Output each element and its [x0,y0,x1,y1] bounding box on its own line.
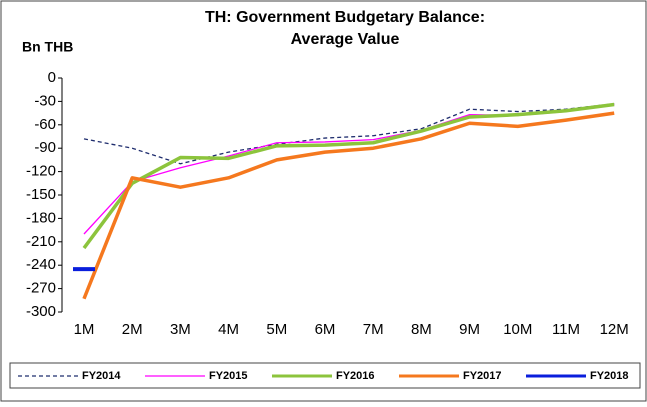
y-tick-label: -90 [34,139,56,156]
chart-subtitle: Average Value [291,31,400,48]
x-tick-label: 2M [122,321,143,338]
y-tick-label: -150 [26,186,56,203]
legend-label: FY2017 [463,370,502,382]
x-tick-label: 7M [363,321,384,338]
y-tick-label: -210 [26,233,56,250]
legend-label: FY2014 [82,370,121,382]
y-tick-label: -60 [34,116,56,133]
x-tick-label: 8M [411,321,432,338]
x-tick-label: 10M [503,321,532,338]
y-tick-label: 0 [48,69,56,86]
x-tick-label: 6M [315,321,336,338]
x-tick-label: 3M [170,321,191,338]
y-tick-label: -270 [26,280,56,297]
legend-frame [9,362,641,389]
x-tick-label: 5M [266,321,287,338]
y-axis-label: Bn THB [22,39,73,55]
x-tick-label: 12M [600,321,629,338]
y-tick-label: -120 [26,163,56,180]
y-tick-label: -180 [26,209,56,226]
legend-label: FY2016 [336,370,375,382]
x-tick-label: 11M [552,321,580,338]
x-tick-label: 4M [218,321,239,338]
y-tick-label: -240 [26,256,56,273]
x-tick-label: 9M [459,321,480,338]
line-series [82,102,615,250]
y-tick-label: -30 [34,92,56,109]
x-tick-label: 1M [74,321,95,338]
legend-label: FY2018 [590,370,629,382]
legend-label: FY2015 [209,370,248,382]
y-tick-label: -300 [26,303,56,320]
line-series [82,111,615,300]
chart-title: TH: Government Budgetary Balance: [205,9,485,26]
